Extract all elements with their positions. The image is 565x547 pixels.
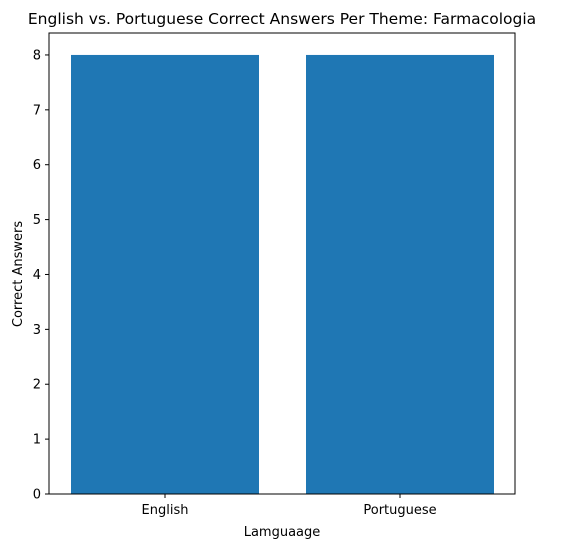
y-tick-label-7: 7 [33, 103, 41, 118]
plot-frame [48, 32, 516, 495]
y-axis-label: Correct Answers [11, 221, 26, 327]
y-tick-label-2: 2 [33, 378, 41, 393]
bar-portuguese [306, 54, 494, 494]
bar-english [71, 54, 259, 494]
x-tick-label-english: English [142, 503, 189, 518]
y-tick-label-1: 1 [33, 433, 41, 448]
y-tick-label-6: 6 [33, 158, 41, 173]
plot-area: 0 1 2 3 4 5 6 7 8 English Portuguese [33, 32, 516, 518]
chart-title: English vs. Portuguese Correct Answers P… [28, 10, 536, 28]
x-tick-label-portuguese: Portuguese [363, 503, 436, 518]
y-tick-label-5: 5 [33, 213, 41, 228]
y-tick-label-0: 0 [33, 488, 41, 503]
y-tick-label-8: 8 [33, 48, 41, 63]
y-tick-label-4: 4 [33, 268, 41, 283]
x-axis-label: Lamguaage [244, 525, 321, 540]
y-tick-label-3: 3 [33, 323, 41, 338]
